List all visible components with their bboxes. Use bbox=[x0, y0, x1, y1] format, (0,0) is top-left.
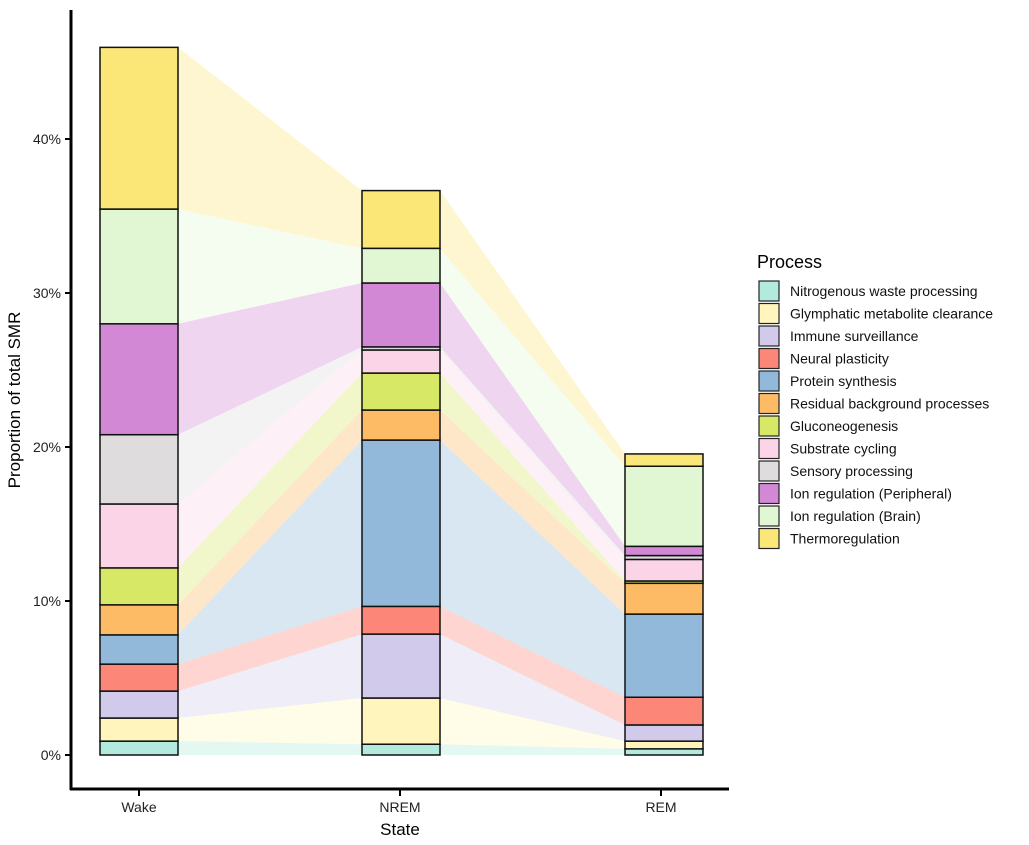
y-tick-label: 10% bbox=[33, 593, 61, 609]
bar-segment bbox=[99, 433, 179, 505]
bar-segment bbox=[361, 372, 441, 411]
flow-band bbox=[178, 440, 362, 665]
flow-band bbox=[178, 410, 362, 635]
x-axis-title: State bbox=[380, 820, 420, 839]
legend-label: Neural plasticity bbox=[790, 351, 889, 367]
y-tick-label: 40% bbox=[33, 131, 61, 147]
flow-band bbox=[440, 744, 625, 755]
bar-segment bbox=[624, 545, 704, 557]
bar-segment bbox=[99, 690, 179, 719]
x-tick-label: NREM bbox=[379, 799, 420, 815]
bar-segment bbox=[624, 696, 704, 726]
legend-label: Thermoregulation bbox=[790, 531, 900, 547]
flow-band bbox=[178, 209, 362, 324]
bar-segment bbox=[624, 558, 704, 582]
legend-swatch bbox=[758, 460, 780, 482]
legend-label: Immune surveillance bbox=[790, 328, 919, 344]
bar-segment bbox=[99, 208, 179, 325]
legend-swatch bbox=[758, 415, 780, 437]
legend-swatch bbox=[758, 370, 780, 392]
bar-segment bbox=[361, 697, 441, 745]
flow-band bbox=[440, 373, 625, 584]
bar-segment bbox=[624, 724, 704, 742]
legend-label: Protein synthesis bbox=[790, 373, 897, 389]
bar-segment bbox=[624, 748, 704, 756]
legend-swatch bbox=[758, 325, 780, 347]
legend-swatch bbox=[758, 482, 780, 505]
flow-band bbox=[440, 349, 625, 581]
flow-band bbox=[440, 190, 625, 467]
flow-band bbox=[440, 698, 625, 749]
bar-segment bbox=[361, 189, 441, 250]
bar-segment bbox=[99, 567, 179, 606]
legend-label: Gluconeogenesis bbox=[790, 418, 898, 434]
flow-band bbox=[440, 440, 625, 698]
bar-segment bbox=[99, 323, 179, 436]
flow-band bbox=[178, 282, 362, 435]
legend: Process Nitrogenous waste processing Glym… bbox=[757, 252, 993, 550]
y-axis-title: Proportion of total SMR bbox=[5, 312, 24, 489]
bar-segment bbox=[624, 740, 704, 750]
legend-label: Ion regulation (Brain) bbox=[790, 508, 921, 524]
x-tick-label: Wake bbox=[121, 799, 156, 815]
bar-segment bbox=[99, 717, 179, 742]
x-tick-label: REM bbox=[645, 799, 676, 815]
legend-swatch bbox=[758, 505, 780, 527]
flow-band bbox=[178, 634, 362, 719]
legend-label: Sensory processing bbox=[790, 463, 913, 479]
bar-segment bbox=[361, 439, 441, 608]
flow-layer bbox=[178, 47, 625, 755]
bar-segment bbox=[99, 604, 179, 636]
y-tick-label: 20% bbox=[33, 439, 61, 455]
legend-swatch bbox=[758, 280, 780, 302]
y-ticks: 0% 10% 20% 30% 40% bbox=[33, 131, 71, 763]
flow-band bbox=[178, 349, 362, 568]
flow-band bbox=[440, 634, 625, 742]
bar-segment bbox=[361, 282, 441, 348]
bar-segment bbox=[361, 349, 441, 374]
legend-label: Glymphatic metabolite clearance bbox=[790, 306, 993, 322]
legend-swatch bbox=[758, 527, 780, 550]
bar-segment bbox=[361, 743, 441, 756]
bar-layer bbox=[99, 46, 704, 756]
bar-segment bbox=[361, 409, 441, 441]
legend-swatch bbox=[758, 392, 780, 415]
legend-title: Process bbox=[757, 252, 822, 272]
flow-band bbox=[178, 698, 362, 745]
flow-band bbox=[178, 606, 362, 692]
x-ticks: Wake NREM REM bbox=[121, 790, 677, 815]
flow-band bbox=[178, 346, 362, 504]
legend-label: Residual background processes bbox=[790, 396, 989, 412]
legend-label: Ion regulation (Peripheral) bbox=[790, 486, 952, 502]
legend-label: Substrate cycling bbox=[790, 441, 897, 457]
flow-band bbox=[440, 248, 625, 547]
legend-label: Nitrogenous waste processing bbox=[790, 283, 978, 299]
flow-band bbox=[440, 410, 625, 615]
y-tick-label: 30% bbox=[33, 285, 61, 301]
flow-band bbox=[178, 47, 362, 249]
legend-swatch bbox=[758, 347, 780, 370]
bar-segment bbox=[99, 663, 179, 692]
y-tick-label: 0% bbox=[41, 747, 61, 763]
flow-band bbox=[440, 606, 625, 725]
bar-segment bbox=[99, 740, 179, 756]
bar-segment bbox=[361, 633, 441, 699]
bar-segment bbox=[624, 613, 704, 699]
flow-band bbox=[178, 373, 362, 605]
bar-segment bbox=[624, 465, 704, 548]
bar-segment bbox=[361, 247, 441, 284]
bar-segment bbox=[99, 634, 179, 665]
legend-swatch bbox=[758, 437, 780, 460]
bar-segment bbox=[624, 582, 704, 615]
bar-segment bbox=[99, 503, 179, 569]
flow-band bbox=[178, 741, 362, 755]
flow-band bbox=[440, 346, 625, 560]
bar-segment bbox=[361, 605, 441, 635]
bar-segment bbox=[99, 46, 179, 210]
legend-swatch bbox=[758, 302, 780, 325]
flow-band bbox=[440, 282, 625, 556]
bar-segment bbox=[624, 453, 704, 467]
